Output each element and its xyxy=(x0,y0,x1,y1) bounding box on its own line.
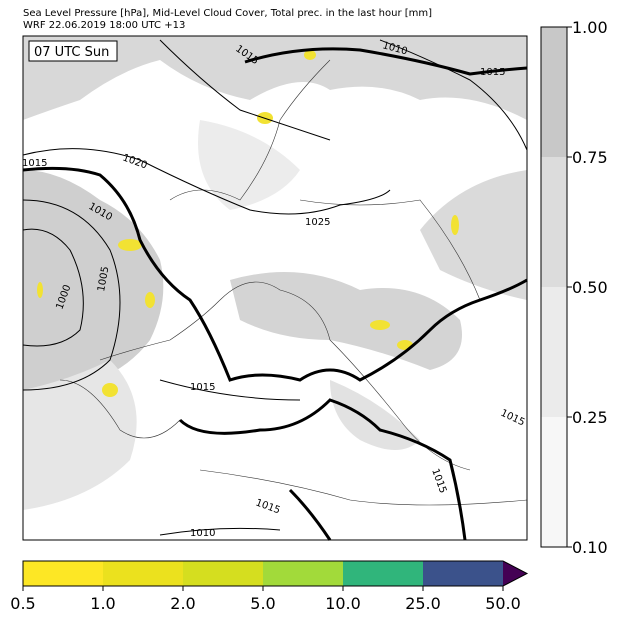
title-line: Sea Level Pressure [hPa], Mid-Level Clou… xyxy=(23,8,432,19)
tick-label: 0.75 xyxy=(572,148,608,167)
isobar-label: 1015 xyxy=(22,158,47,169)
tick-label: 5.0 xyxy=(250,594,275,613)
tick-label: 1.0 xyxy=(90,594,115,613)
tick-label: 10.0 xyxy=(325,594,361,613)
precipitation-colorbar: 0.5 1.0 2.0 5.0 10.0 25.0 50.0 xyxy=(10,560,529,613)
tick-label: 50.0 xyxy=(485,594,521,613)
isobar-label: 1005 xyxy=(96,266,111,293)
tick-label: 1.00 xyxy=(572,18,608,37)
tick-label: 0.25 xyxy=(572,408,608,427)
isobar-label: 1015 xyxy=(480,67,505,78)
isobars xyxy=(22,39,528,541)
isobar-label: 1015 xyxy=(190,382,215,393)
tick-label: 0.5 xyxy=(10,594,35,613)
isobar-label: 1025 xyxy=(305,217,330,228)
isobar-label: 1010 xyxy=(190,528,215,539)
time-label: 07 UTC Sun xyxy=(34,45,109,60)
tick-label: 0.50 xyxy=(572,278,608,297)
tick-label: 2.0 xyxy=(170,594,195,613)
cloud-cover-colorbar: 1.00 0.75 0.50 0.25 0.10 xyxy=(540,18,608,557)
title-line: WRF 22.06.2019 18:00 UTC +13 xyxy=(23,20,185,31)
tick-label: 0.10 xyxy=(572,538,608,557)
coastlines xyxy=(59,59,528,506)
tick-label: 25.0 xyxy=(405,594,441,613)
map: 1015 1010 1015 1020 1015 1010 1025 1005 … xyxy=(22,35,528,541)
